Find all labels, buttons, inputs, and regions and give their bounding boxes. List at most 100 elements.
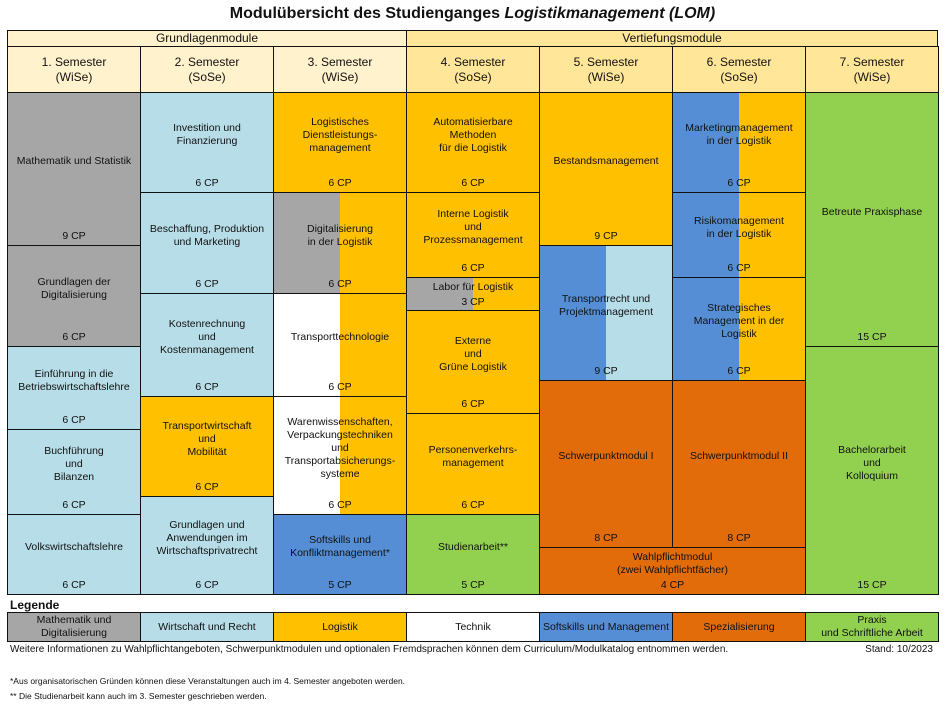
module-cell: Mathematik und Statistik 9 CP — [7, 92, 141, 246]
module-cp: 6 CP — [727, 365, 751, 377]
module-cp: 6 CP — [727, 177, 751, 189]
group-grundlagen: Grundlagenmodule — [7, 30, 407, 47]
footer-info: Weitere Informationen zu Wahlpflichtange… — [10, 644, 729, 655]
legend-item-spezialisierung: Spezialisierung — [672, 612, 806, 642]
module-cell: Buchführung und Bilanzen 6 CP — [7, 429, 141, 515]
module-name: Bachelorarbeit und Kolloquium — [838, 443, 906, 482]
module-cell: Automatisierbare Methoden für die Logist… — [406, 92, 540, 193]
module-cell: Transportrecht und Projektmanagement 9 CP — [539, 245, 673, 381]
module-cp: 6 CP — [328, 278, 352, 290]
module-cp: 9 CP — [594, 365, 618, 377]
module-cp: 6 CP — [461, 398, 485, 410]
module-name: Bestandsmanagement — [553, 155, 659, 167]
module-cell: Strategisches Management in der Logistik… — [672, 277, 806, 381]
module-name: Grundlagen der Digitalisierung — [37, 275, 111, 301]
module-cell: Labor für Logistik 3 CP — [406, 277, 540, 311]
module-cell: Risikomanagement in der Logistik 6 CP — [672, 192, 806, 278]
module-cell: Kostenrechnung und Kostenmanagement 6 CP — [140, 293, 274, 397]
module-cell: Grundlagen und Anwendungen im Wirtschaft… — [140, 496, 274, 595]
module-name: Transporttechnologie — [290, 331, 390, 343]
module-name: Automatisierbare Methoden für die Logist… — [433, 115, 513, 154]
module-name: Logistisches Dienstleistungs- management — [302, 115, 378, 154]
module-cp: 6 CP — [195, 278, 219, 290]
module-name: Einführung in die Betriebswirtschaftsleh… — [18, 367, 130, 393]
module-cell: Marketingmanagement in der Logistik 6 CP — [672, 92, 806, 193]
module-name: Transportwirtschaft und Mobilität — [162, 419, 252, 458]
module-name: Marketingmanagement in der Logistik — [685, 122, 793, 147]
module-cell: Softskills und Konfliktmanagement* 5 CP — [273, 514, 407, 595]
module-cell: Transportwirtschaft und Mobilität 6 CP — [140, 396, 274, 497]
module-cp: 5 CP — [461, 579, 485, 591]
page-title: Modulübersicht des Studienganges Logisti… — [229, 5, 716, 22]
legend-item-mathe: Mathematik und Digitalisierung — [7, 612, 141, 642]
module-name: Externe und Grüne Logistik — [439, 335, 507, 373]
semester-header-7: 7. Semester (WiSe) — [805, 46, 939, 93]
module-name: Risikomanagement in der Logistik — [694, 214, 784, 240]
legend-item-logistik: Logistik — [273, 612, 407, 642]
module-cell: Logistisches Dienstleistungs- management… — [273, 92, 407, 193]
module-cp: 6 CP — [195, 481, 219, 493]
legend-item-technik: Technik — [406, 612, 540, 642]
footer-stand: Stand: 10/2023 — [865, 644, 933, 655]
module-name: Strategisches Management in der Logistik — [693, 302, 785, 340]
module-cp: 6 CP — [461, 262, 485, 274]
legend-item-praxis: Praxis und Schriftliche Arbeit — [805, 612, 939, 642]
group-vertiefung: Vertiefungsmodule — [406, 30, 938, 47]
module-cp: 6 CP — [62, 331, 86, 343]
module-cp: 3 CP — [461, 296, 485, 308]
legend-item-softskills: Softskills und Management — [539, 612, 673, 642]
semester-header-4: 4. Semester (SoSe) — [406, 46, 540, 93]
module-cp: 6 CP — [461, 177, 485, 189]
module-cell: Warenwissenschaften, Verpackungstechnike… — [273, 396, 407, 515]
module-name: Softskills und Konfliktmanagement* — [290, 534, 390, 559]
module-cp: 5 CP — [328, 579, 352, 591]
module-cp: 6 CP — [62, 414, 86, 426]
module-name: Kostenrechnung und Kostenmanagement — [160, 318, 254, 356]
module-cp: 15 CP — [857, 331, 887, 343]
module-cell: Studienarbeit** 5 CP — [406, 514, 540, 595]
module-name: Transportrecht und Projektmanagement — [559, 292, 653, 318]
module-cp: 8 CP — [727, 532, 751, 544]
module-name: Schwerpunktmodul I — [558, 450, 654, 462]
module-name: Grundlagen und Anwendungen im Wirtschaft… — [156, 518, 258, 557]
module-name: Volkswirtschaftslehre — [24, 540, 124, 553]
module-cell: Bestandsmanagement 9 CP — [539, 92, 673, 246]
module-name: Betreute Praxisphase — [821, 205, 923, 218]
semester-header-1: 1. Semester (WiSe) — [7, 46, 141, 93]
module-name: Warenwissenschaften, Verpackungstechnike… — [284, 415, 396, 480]
semester-header-3: 3. Semester (WiSe) — [273, 46, 407, 93]
module-name: Schwerpunktmodul II — [689, 450, 789, 462]
legend-item-wirtschaft: Wirtschaft und Recht — [140, 612, 274, 642]
semester-header-2: 2. Semester (SoSe) — [140, 46, 274, 93]
module-cell: Einführung in die Betriebswirtschaftsleh… — [7, 346, 141, 430]
semester-header-5: 5. Semester (WiSe) — [539, 46, 673, 93]
module-cp: 6 CP — [195, 579, 219, 591]
module-cell: Investition und Finanzierung 6 CP — [140, 92, 274, 193]
module-cp: 6 CP — [328, 177, 352, 189]
module-name: Interne Logistik und Prozessmanagement — [423, 208, 523, 246]
module-cp: 8 CP — [594, 532, 618, 544]
module-cp: 6 CP — [328, 381, 352, 393]
module-cell: Schwerpunktmodul I 8 CP — [539, 380, 673, 548]
module-cell: Grundlagen der Digitalisierung 6 CP — [7, 245, 141, 347]
module-cell: Wahlpflichtmodul (zwei Wahlpflichtfächer… — [539, 547, 806, 595]
module-name: Buchführung und Bilanzen — [44, 445, 104, 483]
module-name: Digitalisierung in der Logistik — [307, 222, 373, 248]
legend-title: Legende — [10, 598, 60, 612]
module-cp: 6 CP — [727, 262, 751, 274]
module-cp: 6 CP — [62, 579, 86, 591]
footnote-2: ** Die Studienarbeit kann auch im 3. Sem… — [10, 691, 267, 701]
module-cp: 6 CP — [461, 499, 485, 511]
module-cp: 15 CP — [857, 579, 887, 591]
footnote-1: *Aus organisatorischen Gründen können di… — [10, 676, 406, 686]
module-cell: Betreute Praxisphase 15 CP — [805, 92, 939, 347]
module-name: Mathematik und Statistik — [16, 155, 132, 167]
module-cp: 6 CP — [195, 381, 219, 393]
module-cell: Interne Logistik und Prozessmanagement 6 … — [406, 192, 540, 278]
module-cell: Personenverkehrs- management 6 CP — [406, 413, 540, 515]
module-cp: 6 CP — [62, 499, 86, 511]
module-name: Wahlpflichtmodul (zwei Wahlpflichtfächer… — [616, 550, 729, 576]
module-cell: Digitalisierung in der Logistik 6 CP — [273, 192, 407, 294]
module-name: Personenverkehrs- management — [428, 443, 518, 469]
module-cell: Transporttechnologie 6 CP — [273, 293, 407, 397]
